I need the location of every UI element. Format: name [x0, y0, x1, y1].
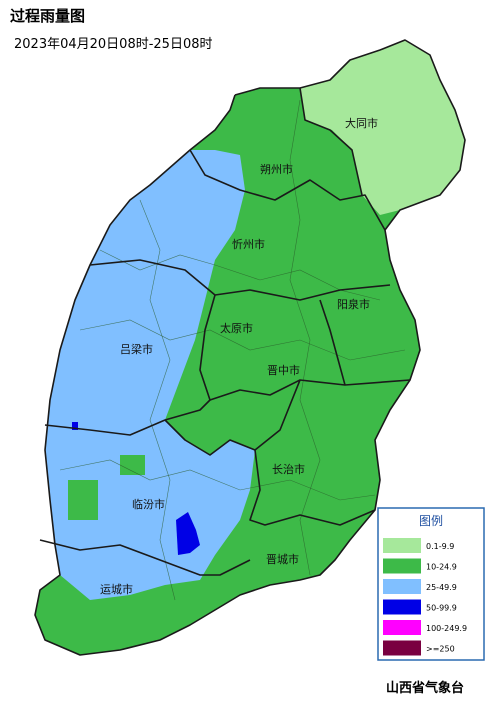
province [34, 39, 466, 656]
region-green-patch [120, 455, 145, 475]
city-border [89, 259, 391, 301]
legend-label: >=250 [426, 645, 455, 654]
legend-swatch [383, 640, 421, 656]
city-label: 大同市 [345, 116, 378, 130]
county-line [139, 199, 176, 601]
subtitle: 2023年04月20日08时-25日08时 [14, 37, 213, 52]
footer: 山西省气象台 [386, 680, 464, 696]
city-label: 太原市 [220, 321, 253, 335]
legend: 图例 0.1-9.9 10-24.9 25-49.9 50-99.9 100-249.9… [377, 507, 485, 661]
city-label: 朔州市 [260, 162, 293, 176]
county-line [99, 249, 381, 301]
city-label: 阳泉市 [337, 297, 370, 311]
city-border [189, 149, 386, 231]
city-label: 晋城市 [266, 552, 299, 566]
legend-swatch [383, 599, 421, 615]
city-label: 晋中市 [267, 363, 300, 377]
province-border [34, 39, 466, 656]
legend-swatch [383, 620, 421, 635]
legend-label: 50-99.9 [426, 604, 457, 613]
legend-label: 0.1-9.9 [426, 542, 454, 551]
city-border [319, 299, 346, 386]
county-line [59, 459, 376, 501]
legend-swatch [383, 579, 421, 594]
legend-swatch [383, 558, 421, 574]
title: 过程雨量图 [10, 7, 85, 25]
city-border [299, 87, 363, 196]
legend-label: 100-249.9 [426, 624, 467, 633]
city-label: 忻州市 [232, 237, 265, 251]
city-border [249, 449, 376, 526]
legend-swatch [383, 538, 421, 553]
city-label: 临汾市 [132, 497, 165, 511]
city-label: 长治市 [272, 462, 305, 476]
legend-title: 图例 [419, 514, 443, 528]
city-border [39, 539, 251, 576]
region-green-patch [68, 480, 98, 520]
region-dark-blue [72, 422, 78, 430]
region-dark-blue [176, 512, 200, 555]
legend-label: 10-24.9 [426, 563, 457, 572]
county-line [289, 99, 321, 576]
city-label: 运城市 [100, 582, 133, 596]
city-label: 吕梁市 [120, 342, 153, 356]
region-light-green [300, 40, 465, 215]
city-border [199, 294, 411, 401]
city-border [164, 379, 301, 456]
legend-label: 25-49.9 [426, 583, 457, 592]
city-border [44, 399, 211, 436]
county-line [79, 319, 406, 361]
